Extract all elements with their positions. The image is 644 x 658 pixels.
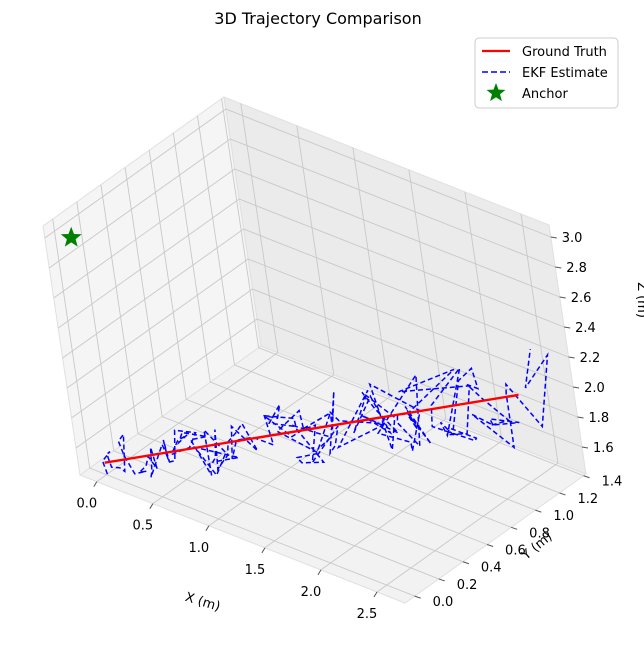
x-tick-label: 0.0: [76, 497, 97, 512]
y-tick-mark: [583, 475, 590, 479]
y-grid-line: [197, 115, 560, 494]
legend-anchor-star-icon: [486, 83, 506, 102]
legend-anchor-label: Anchor: [522, 87, 568, 102]
x-grid-line: [264, 169, 447, 549]
x-tick-mark: [149, 503, 154, 509]
z-tick-mark: [581, 446, 589, 449]
y-grid-line: [124, 167, 488, 545]
z-grid-line: [66, 258, 574, 389]
x-tick-mark: [317, 569, 322, 576]
z-grid-line: [53, 168, 560, 299]
x-tick-label: 1.0: [189, 541, 210, 556]
z-tick-label: 2.0: [584, 381, 605, 396]
anchor-star-marker: [60, 226, 82, 247]
axis-panes: [42, 96, 588, 604]
z-tick-mark: [568, 356, 575, 359]
y-tick-mark: [438, 578, 445, 582]
x-tick-mark: [205, 525, 210, 532]
legend-ekf-label: EKF Estimate: [522, 66, 608, 81]
x-grid-line: [96, 103, 279, 482]
z-tick-label: 2.8: [566, 261, 587, 276]
x-axis-label: X (m): [183, 590, 222, 615]
z-tick-mark: [564, 326, 571, 329]
z-grid-line: [62, 228, 569, 359]
z-axis-label: Z (m): [634, 282, 644, 318]
data-series: [60, 226, 549, 478]
z-tick-mark: [577, 416, 584, 419]
y-tick-mark: [462, 561, 470, 565]
x-grid-line: [320, 191, 503, 571]
z-tick-label: 3.0: [562, 231, 583, 246]
x-tick-label: 2.5: [357, 607, 378, 622]
legend-ground-truth-label: Ground Truth: [522, 45, 607, 60]
z-tick-label: 2.6: [571, 291, 592, 306]
z-grid-line: [57, 198, 565, 329]
chart-title: 3D Trajectory Comparison: [214, 9, 421, 28]
x-grid-line: [376, 213, 559, 593]
z-tick-label: 1.6: [593, 441, 614, 456]
x-tick-mark: [373, 591, 378, 598]
x-grid-line: [208, 147, 391, 527]
y-tick-mark: [486, 544, 494, 547]
y-tick-mark: [511, 526, 518, 530]
z-tick-mark: [555, 266, 562, 269]
y-tick-label: 0.0: [433, 595, 454, 610]
z-tick-label: 1.8: [589, 411, 610, 426]
x-tick-mark: [93, 481, 98, 487]
z-tick-label: 2.4: [575, 321, 596, 336]
y-grid-line: [148, 150, 512, 528]
y-tick-label: 1.2: [577, 492, 598, 507]
y-tick-label: 1.4: [602, 475, 623, 490]
left-pane: [42, 96, 262, 476]
ground-truth-line: [104, 393, 519, 464]
y-tick-mark: [414, 595, 421, 599]
ekf-estimate-line: [101, 349, 549, 478]
z-tick-mark: [572, 386, 580, 389]
x-tick-mark: [261, 547, 266, 554]
y-grid-line: [100, 184, 464, 563]
z-grid-line: [75, 318, 583, 449]
z-tick-mark: [550, 236, 557, 239]
y-tick-mark: [559, 492, 566, 496]
y-grid-line: [221, 98, 584, 477]
y-tick-mark: [535, 509, 542, 513]
y-tick-label: 0.4: [481, 561, 502, 576]
y-tick-label: 0.6: [505, 544, 526, 559]
z-tick-mark: [559, 296, 566, 299]
y-tick-label: 1.0: [553, 509, 574, 524]
x-tick-label: 0.5: [133, 519, 154, 534]
x-tick-label: 2.0: [301, 585, 322, 600]
z-grid-line: [48, 138, 556, 269]
tick-labels: 0.00.51.01.52.02.50.00.20.40.60.81.01.21…: [76, 231, 622, 622]
legend: Ground Truth EKF Estimate Anchor: [474, 37, 619, 109]
legend-frame: [474, 37, 619, 109]
z-grid-line: [44, 108, 551, 239]
grid-lines: [44, 98, 584, 597]
y-grid-line: [52, 219, 415, 597]
z-tick-label: 2.2: [580, 351, 601, 366]
z-grid-line: [71, 288, 578, 419]
x-tick-label: 1.5: [245, 563, 266, 578]
y-grid-line: [76, 201, 439, 580]
y-tick-label: 0.2: [457, 578, 478, 593]
y-grid-line: [172, 133, 536, 511]
y-tick-label: 0.8: [529, 526, 550, 541]
